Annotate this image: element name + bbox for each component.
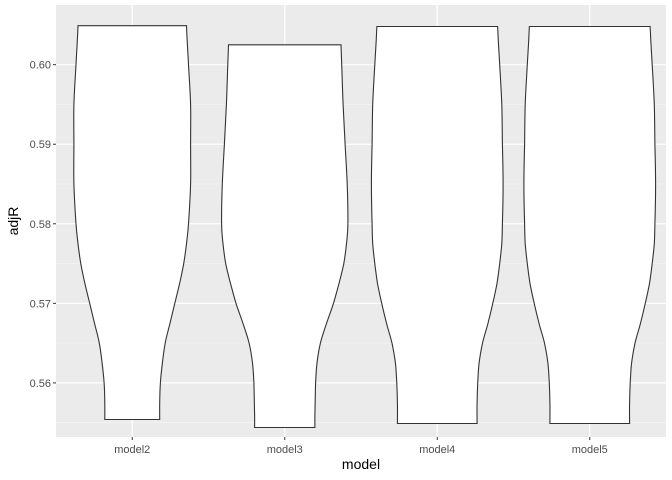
y-axis: 0.56 0.57 0.58 0.59 0.60 xyxy=(30,60,56,390)
x-tick-label: model5 xyxy=(572,444,608,456)
violin-model4 xyxy=(370,25,504,425)
y-tick-label: 0.57 xyxy=(30,298,51,310)
x-tick-label: model4 xyxy=(419,444,455,456)
violins xyxy=(73,25,657,429)
x-tick-label: model2 xyxy=(114,444,150,456)
y-tick-label: 0.59 xyxy=(30,139,51,151)
y-axis-title: adjR xyxy=(5,207,21,236)
x-axis: model2 model3 model4 model5 xyxy=(114,437,608,456)
y-tick-label: 0.56 xyxy=(30,378,51,390)
y-tick-label: 0.58 xyxy=(30,219,51,231)
violin-model5 xyxy=(523,25,657,425)
x-tick-label: model3 xyxy=(267,444,303,456)
violin-model2 xyxy=(73,25,192,421)
violin-model3 xyxy=(221,44,349,429)
y-tick-label: 0.60 xyxy=(30,60,51,72)
x-axis-title: model xyxy=(342,456,380,472)
